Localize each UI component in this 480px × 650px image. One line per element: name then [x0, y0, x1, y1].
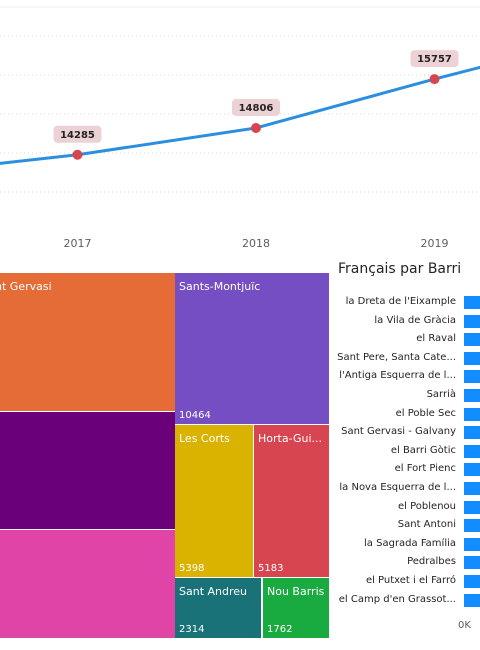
treemap-tile[interactable]: Horta-Gui... 5183	[254, 425, 329, 577]
treemap-tile-label: …nt Gervasi	[0, 280, 52, 293]
data-label-text: 14806	[239, 103, 274, 114]
bar-category-label: la Sagrada Família	[364, 537, 456, 549]
bar[interactable]	[464, 351, 480, 365]
data-label-box	[410, 50, 459, 68]
bar-row[interactable]: el Raval	[338, 331, 480, 349]
treemap-tile-value: 2314	[179, 624, 205, 635]
bar-row[interactable]: el Camp d'en Grassot...	[338, 592, 480, 610]
bar-category-label: la Nova Esquerra de l...	[339, 482, 456, 493]
treemap-tile-value: 5183	[258, 563, 284, 574]
data-label: 15757	[410, 50, 459, 68]
bar[interactable]	[464, 519, 480, 533]
treemap-tile[interactable]: Sant Andreu 2314	[175, 578, 261, 638]
bar-chart: Français par Barri la Dreta de l'Eixampl…	[337, 256, 480, 650]
bar-row[interactable]: Sarrià	[338, 387, 480, 405]
bar-category-label: Sant Antoni	[397, 519, 456, 531]
bar[interactable]	[464, 333, 480, 347]
data-label-text: 15757	[417, 54, 452, 65]
treemap-tile[interactable]: Sants-Montjuïc 10464	[175, 273, 329, 424]
bar[interactable]	[464, 444, 480, 458]
bar-chart-title: Français par Barri	[338, 261, 462, 277]
bar[interactable]	[464, 500, 480, 514]
bar[interactable]	[464, 463, 480, 477]
data-label-box	[53, 125, 102, 143]
bar-row[interactable]: Pedralbes	[338, 554, 480, 572]
treemap-tile-value: 5398	[179, 563, 205, 574]
x-tick-label: 2018	[242, 237, 270, 250]
treemap-tile[interactable]: …nt Gervasi	[0, 273, 175, 411]
treemap-tile[interactable]: Nou Barris 1762	[263, 578, 329, 638]
bar-row[interactable]: el Poble Sec	[338, 406, 480, 424]
data-label: 14806	[232, 98, 280, 116]
treemap-tile[interactable]: …í	[0, 412, 175, 529]
bar[interactable]	[464, 556, 480, 570]
bar-category-label: la Dreta de l'Eixample	[345, 296, 456, 307]
bar-row[interactable]: Sant Pere, Santa Cate...	[337, 350, 480, 368]
bar-row[interactable]: la Dreta de l'Eixample	[338, 294, 480, 312]
bar-row[interactable]: Sant Gervasi - Galvany	[338, 424, 480, 442]
bar[interactable]	[464, 314, 480, 328]
bar-row[interactable]: la Vila de Gràcia	[338, 313, 480, 331]
bar[interactable]	[464, 370, 480, 384]
bar[interactable]	[464, 426, 480, 440]
line-chart: 2017 2018 2019 14285 14806 15757	[0, 0, 480, 262]
bar-row[interactable]: el Poblenou	[338, 499, 480, 517]
bar-row[interactable]: Sant Antoni	[338, 517, 480, 535]
data-label-text: 14285	[60, 130, 95, 141]
data-point-marker	[72, 149, 83, 160]
bar-category-label: el Camp d'en Grassot...	[338, 593, 456, 605]
bar[interactable]	[464, 482, 480, 495]
data-label: 14285	[53, 125, 102, 143]
bar-category-label: Sant Pere, Santa Cate...	[337, 351, 456, 363]
bar-category-label: Sarrià	[426, 389, 456, 400]
bar-row[interactable]: la Sagrada Família	[338, 536, 480, 554]
bar-category-label: el Barri Gòtic	[390, 444, 456, 456]
bar-category-label: el Fort Pienc	[394, 463, 456, 475]
data-point-marker	[251, 122, 261, 133]
treemap-tile-label: Sant Andreu	[179, 585, 248, 598]
bar[interactable]	[464, 537, 480, 551]
bar-row[interactable]: el Barri Gòtic	[338, 443, 480, 461]
bar-row[interactable]: l'Antiga Esquerra de l...	[338, 368, 480, 386]
treemap-tile-label: Nou Barris	[267, 585, 325, 598]
bar-category-label: Pedralbes	[407, 556, 456, 568]
treemap-tile[interactable]: Les Corts 5398	[175, 425, 253, 577]
treemap-tile-label: Sants-Montjuïc	[179, 280, 261, 293]
line-chart-svg: 2017 2018 2019 14285 14806 15757	[0, 6, 480, 250]
x-tick-label: 2017	[64, 237, 92, 250]
bar-category-label: el Putxet i el Farró	[365, 575, 456, 586]
bar[interactable]	[464, 296, 480, 309]
bar[interactable]	[464, 575, 480, 588]
bar-category-label: l'Antiga Esquerra de l...	[339, 370, 456, 382]
x-tick-label: 2019	[421, 237, 449, 250]
bar-row[interactable]: el Fort Pienc	[338, 461, 480, 479]
treemap-tile-value: 10464	[179, 410, 211, 421]
data-label-box	[232, 98, 280, 116]
treemap-tile-value: 1762	[267, 624, 293, 635]
bar[interactable]	[464, 593, 480, 607]
bar-category-label: el Raval	[416, 333, 456, 345]
bar-category-label: el Poble Sec	[395, 407, 456, 419]
bar-chart-x-tick: 0K	[458, 620, 471, 631]
data-point-marker	[429, 74, 440, 85]
treemap-tile-label: Les Corts	[179, 432, 230, 445]
bar-category-label: el Poblenou	[398, 500, 456, 512]
treemap-tile[interactable]	[0, 530, 175, 638]
bar-category-label: la Vila de Gràcia	[374, 314, 456, 326]
treemap-tile-label: Horta-Gui...	[258, 432, 322, 445]
bar-row[interactable]: la Nova Esquerra de l...	[338, 480, 480, 498]
bar-row[interactable]: el Putxet i el Farró	[338, 573, 480, 591]
bar[interactable]	[464, 407, 480, 421]
bar-category-label: Sant Gervasi - Galvany	[341, 426, 456, 438]
bar[interactable]	[464, 389, 480, 402]
